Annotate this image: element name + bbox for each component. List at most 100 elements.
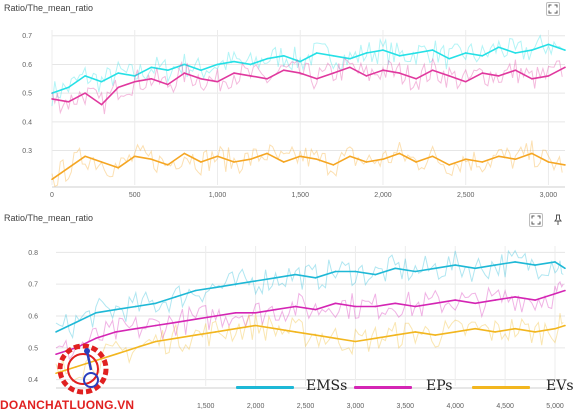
data-point xyxy=(434,334,437,336)
legend-label: EMSs xyxy=(306,378,348,394)
x-tick-label: 3,000 xyxy=(540,192,558,199)
data-point xyxy=(282,161,285,163)
data-point xyxy=(332,55,335,57)
x-tick-label: 4,500 xyxy=(496,403,514,410)
data-point xyxy=(315,77,318,80)
data-point xyxy=(334,302,337,305)
data-point xyxy=(374,305,377,308)
data-point xyxy=(434,267,437,270)
data-point xyxy=(183,152,186,155)
data-point xyxy=(167,83,169,86)
data-point xyxy=(394,267,397,270)
data-point xyxy=(55,372,57,375)
series-line-eps[interactable] xyxy=(55,289,566,355)
y-tick-label: 0.4 xyxy=(28,377,38,384)
data-point xyxy=(183,63,186,66)
data-point xyxy=(374,337,377,340)
data-point xyxy=(249,75,252,77)
data-point xyxy=(448,164,450,166)
data-point xyxy=(564,66,566,69)
data-point xyxy=(514,327,516,330)
data-point xyxy=(117,72,119,74)
x-tick-label: 2,500 xyxy=(297,403,315,410)
data-point xyxy=(233,60,235,63)
x-tick-label: 500 xyxy=(129,192,141,199)
data-point xyxy=(564,164,566,166)
data-point xyxy=(349,66,351,69)
data-point xyxy=(174,296,177,298)
data-point xyxy=(415,161,417,163)
fullscreen-icon[interactable] xyxy=(546,2,560,16)
data-point xyxy=(155,324,157,327)
quality-seal-logo xyxy=(57,343,109,395)
data-point xyxy=(415,52,417,54)
y-tick-label: 0.7 xyxy=(28,282,38,289)
y-tick-label: 0.4 xyxy=(22,119,32,126)
data-point xyxy=(150,158,153,160)
series-raw-line xyxy=(55,249,564,340)
data-point xyxy=(354,270,357,273)
data-point xyxy=(150,66,153,69)
x-tick-label: 1,500 xyxy=(197,403,215,410)
data-point xyxy=(349,155,351,158)
data-point xyxy=(314,334,317,336)
x-tick-label: 2,000 xyxy=(247,403,265,410)
series-raw-line xyxy=(55,280,564,361)
data-point xyxy=(167,69,169,71)
series-line-0[interactable] xyxy=(51,43,566,94)
data-point xyxy=(315,52,318,54)
data-point xyxy=(554,292,556,295)
data-point xyxy=(349,57,351,60)
data-point xyxy=(214,331,217,333)
x-tick-label: 0 xyxy=(50,192,54,199)
series-line-2[interactable] xyxy=(51,152,566,180)
data-point xyxy=(75,321,77,324)
data-point xyxy=(314,308,317,311)
data-point xyxy=(200,77,202,80)
data-point xyxy=(474,327,476,330)
y-tick-label: 0.6 xyxy=(22,62,32,69)
x-tick-label: 1,000 xyxy=(209,192,227,199)
data-point xyxy=(254,280,257,282)
data-point xyxy=(534,299,536,301)
data-point xyxy=(414,270,417,273)
data-point xyxy=(299,155,302,158)
data-point xyxy=(398,72,401,74)
data-point xyxy=(354,340,357,343)
data-point xyxy=(414,305,417,308)
data-point xyxy=(534,331,536,333)
data-point xyxy=(365,75,368,77)
series-line-evs[interactable] xyxy=(55,324,566,375)
data-point xyxy=(216,155,219,158)
series-line-1[interactable] xyxy=(51,66,566,106)
pin-icon[interactable] xyxy=(551,213,565,227)
data-point xyxy=(415,77,417,80)
data-point xyxy=(431,155,434,158)
data-point xyxy=(332,72,335,74)
data-point xyxy=(431,49,434,51)
series-line-emss[interactable] xyxy=(55,261,566,333)
data-point xyxy=(95,312,97,314)
data-point xyxy=(174,321,177,324)
data-point xyxy=(234,312,237,314)
data-point xyxy=(494,331,496,333)
legend-swatch xyxy=(472,386,530,389)
data-point xyxy=(299,72,302,74)
y-tick-label: 0.8 xyxy=(28,250,38,257)
fullscreen-icon[interactable] xyxy=(529,213,543,227)
data-point xyxy=(95,337,97,340)
x-tick-label: 2,500 xyxy=(457,192,475,199)
data-point xyxy=(481,161,484,163)
data-point xyxy=(334,337,337,340)
y-tick-label: 0.6 xyxy=(28,314,38,321)
x-tick-label: 2,000 xyxy=(374,192,392,199)
data-point xyxy=(334,270,337,273)
data-point xyxy=(115,353,117,355)
data-point xyxy=(514,52,517,54)
data-point xyxy=(354,305,357,308)
data-point xyxy=(55,331,57,333)
data-point xyxy=(214,286,217,289)
legend-swatch xyxy=(236,386,294,389)
data-point xyxy=(534,264,536,266)
data-point xyxy=(382,49,384,51)
